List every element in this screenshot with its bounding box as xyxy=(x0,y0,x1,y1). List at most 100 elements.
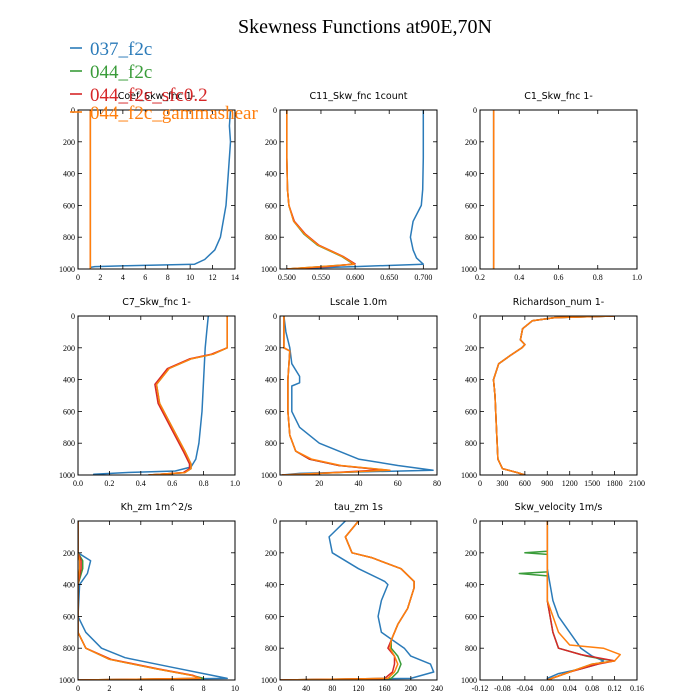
y-tick-label: 1000 xyxy=(461,676,477,685)
x-tick-label: 300 xyxy=(496,479,508,488)
legend-entry-044-f2c-gammashear: 044_f2c_gammashear xyxy=(70,103,258,124)
legend-entry-044-f2c-sfc0.2: 044_f2c_sfc0.2 xyxy=(70,85,208,106)
y-tick-label: 600 xyxy=(63,612,75,621)
x-tick-label: 4 xyxy=(139,684,143,693)
y-tick-label: 200 xyxy=(465,344,477,353)
panel-title: tau_zm 1s xyxy=(334,502,383,513)
y-tick-label: 400 xyxy=(465,170,477,179)
x-tick-label: 0.08 xyxy=(585,684,599,693)
x-tick-label: 240 xyxy=(431,684,443,693)
x-tick-label: 1.0 xyxy=(632,273,642,282)
y-tick-label: 0 xyxy=(273,106,277,115)
x-tick-label: 0.600 xyxy=(346,273,364,282)
x-tick-label: 0.2 xyxy=(475,273,485,282)
series-line-037-f2c xyxy=(280,521,435,680)
legend-label: 044_f2c_sfc0.2 xyxy=(90,85,208,106)
panel-title: Coef_Skw_fnc 1- xyxy=(118,91,196,102)
chart-panel-2: C11_Skw_fnc 1count 0.500 0.550 0.600 0.650 0.… xyxy=(261,91,438,282)
x-tick-label: 0.4 xyxy=(514,273,524,282)
y-tick-label: 1000 xyxy=(261,676,277,685)
x-tick-label: 2100 xyxy=(629,479,645,488)
panel-grid: Coef_Skw_fnc 1-0 2 4 6 8 10 12 1402004006008001… xyxy=(59,91,645,693)
x-tick-label: 0 xyxy=(278,479,282,488)
figure-title: Skewness Functions at90E,70N xyxy=(238,16,492,38)
y-tick-label: 1000 xyxy=(261,265,277,274)
y-tick-label: 800 xyxy=(63,644,75,653)
panel-title: Skw_velocity 1m/s xyxy=(515,502,603,513)
plot-area xyxy=(78,521,228,680)
series-line-044-f2c xyxy=(281,316,389,475)
y-tick-label: 0 xyxy=(473,106,477,115)
x-tick-label: 0.2 xyxy=(104,479,114,488)
x-tick-label: 60 xyxy=(394,479,402,488)
series-line-044-f2c-sfc0-2 xyxy=(78,521,202,680)
plot-area xyxy=(92,316,228,475)
chart-panel-8: tau_zm 1s 0 40 80 120 160 200 240 0 200 400 600 800 1… xyxy=(261,502,443,693)
panel-title: C7_Skw_fnc 1- xyxy=(122,297,191,308)
series-line-044-f2c-sfc0-2 xyxy=(492,316,616,475)
y-tick-label: 400 xyxy=(265,170,277,179)
y-tick-label: 0 xyxy=(71,312,75,321)
x-tick-label: 14 xyxy=(231,273,239,282)
x-tick-label: 200 xyxy=(405,684,417,693)
y-tick-label: 0 xyxy=(273,517,277,526)
y-tick-label: 800 xyxy=(465,233,477,242)
series-line-044-f2c-gammashear xyxy=(281,316,391,475)
legend-label: 037_f2c xyxy=(90,39,152,60)
plot-frame xyxy=(77,109,236,270)
plot-frame xyxy=(77,520,236,681)
panel-title: C1_Skw_fnc 1- xyxy=(524,91,593,102)
chart-panel-4: C7_Skw_fnc 1- 0.0 0.2 0.4 0.6 0.8 1.0 0 200 400 60… xyxy=(59,297,240,488)
x-tick-label: 10 xyxy=(186,273,194,282)
y-tick-label: 200 xyxy=(265,138,277,147)
x-tick-label: 40 xyxy=(355,479,363,488)
x-tick-label: 8 xyxy=(202,684,206,693)
x-tick-label: -0.12 xyxy=(472,684,489,693)
chart-panel-3: C1_Skw_fnc 1- 0.2 0.4 0.6 0.8 1.0 0 200 400 600 80… xyxy=(461,91,642,282)
y-tick-label: 400 xyxy=(63,170,75,179)
series-line-044-f2c-gammashear xyxy=(546,521,621,680)
y-tick-label: 1000 xyxy=(59,676,75,685)
plot-frame xyxy=(279,109,438,270)
x-tick-label: 2 xyxy=(107,684,111,693)
y-tick-label: 1000 xyxy=(59,265,75,274)
plot-area xyxy=(281,316,434,475)
x-tick-label: 0 xyxy=(478,479,482,488)
y-tick-label: 600 xyxy=(465,201,477,210)
panel-title: C11_Skw_fnc 1count xyxy=(310,91,408,102)
y-tick-label: 1000 xyxy=(59,471,75,480)
x-tick-label: 6 xyxy=(143,273,147,282)
x-tick-label: 8 xyxy=(166,273,170,282)
x-tick-label: 0.16 xyxy=(630,684,644,693)
x-tick-label: 12 xyxy=(209,273,217,282)
y-tick-label: 0 xyxy=(473,517,477,526)
x-tick-label: 0.04 xyxy=(563,684,577,693)
x-tick-label: 40 xyxy=(302,684,310,693)
series-line-044-f2c-gammashear xyxy=(78,521,202,680)
x-tick-label: 0 xyxy=(76,273,80,282)
series-line-044-f2c xyxy=(78,521,205,680)
legend-label: 044_f2c xyxy=(90,62,152,83)
x-tick-label: 0.6 xyxy=(167,479,177,488)
series-line-044-f2c-sfc0-2 xyxy=(286,110,356,269)
x-tick-label: 20 xyxy=(315,479,323,488)
x-tick-label: 0 xyxy=(278,684,282,693)
plot-area xyxy=(518,521,621,680)
y-tick-label: 1000 xyxy=(461,471,477,480)
y-tick-label: 0 xyxy=(273,312,277,321)
x-tick-label: 0.700 xyxy=(414,273,432,282)
y-tick-label: 800 xyxy=(265,644,277,653)
plot-frame xyxy=(279,315,438,476)
series-line-037-f2c xyxy=(89,110,232,269)
chart-panel-7: Kh_zm 1m^2/s 0 2 4 6 8 10 0 200 400 600 800 1000 xyxy=(59,502,239,693)
x-tick-label: 0.500 xyxy=(278,273,296,282)
y-tick-label: 0 xyxy=(71,517,75,526)
plot-frame xyxy=(479,520,638,681)
legend-entry-037-f2c: 037_f2c xyxy=(70,39,152,60)
y-tick-label: 800 xyxy=(265,233,277,242)
y-tick-label: 200 xyxy=(63,549,75,558)
panel-title: Lscale 1.0m xyxy=(330,297,387,308)
y-tick-label: 400 xyxy=(265,581,277,590)
x-tick-label: 900 xyxy=(541,479,553,488)
